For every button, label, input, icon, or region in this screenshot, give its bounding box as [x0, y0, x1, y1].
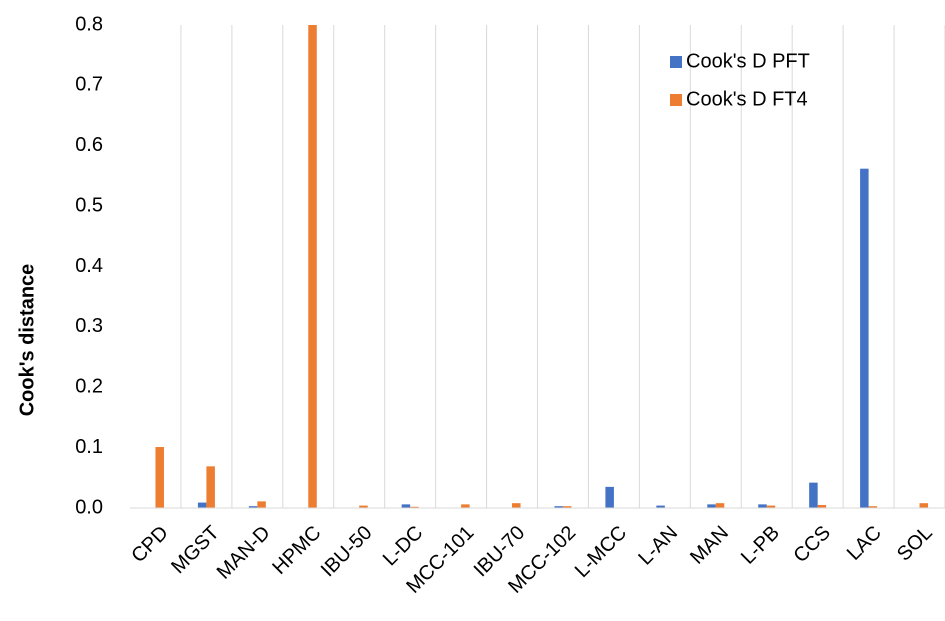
x-tick-label: L-MCC — [571, 522, 631, 582]
x-tick-label: L-AN — [634, 522, 682, 570]
bar — [512, 503, 521, 508]
bar — [868, 506, 878, 508]
bar — [257, 501, 266, 508]
x-tick-label: MAN-D — [213, 522, 275, 584]
x-tick-label: SOL — [893, 522, 937, 566]
bar — [401, 504, 411, 508]
bar — [758, 504, 767, 508]
bar — [197, 502, 207, 508]
bar — [248, 506, 258, 508]
legend-label: Cook's D PFT — [686, 50, 810, 72]
bar — [359, 505, 368, 508]
y-tick-label: 0.2 — [75, 376, 103, 398]
bar — [410, 506, 419, 508]
bar — [715, 503, 725, 508]
legend-swatch — [670, 56, 682, 68]
bar — [860, 168, 869, 508]
x-tick-label: LAC — [843, 522, 886, 565]
legend-swatch — [670, 94, 682, 106]
bar — [308, 25, 317, 508]
x-tick-label: L-PB — [737, 522, 784, 569]
y-tick-label: 0.4 — [75, 255, 103, 277]
bar — [554, 506, 563, 508]
x-tick-label: CCS — [790, 522, 835, 567]
bar — [155, 447, 164, 508]
x-tick-label: HPMC — [268, 522, 325, 579]
x-tick-label: CPD — [127, 522, 172, 567]
bar — [766, 505, 776, 508]
bar — [461, 504, 470, 508]
y-tick-label: 0.0 — [75, 496, 103, 518]
y-axis-label: Cook's distance — [16, 264, 38, 417]
y-tick-label: 0.5 — [75, 194, 103, 216]
y-tick-label: 0.7 — [75, 74, 103, 96]
bar — [562, 506, 572, 508]
x-tick-label: IBU-50 — [317, 522, 377, 582]
y-tick-label: 0.1 — [75, 436, 103, 458]
bar — [206, 466, 215, 508]
bar — [707, 504, 716, 508]
bars — [155, 25, 929, 508]
y-tick-label: 0.6 — [75, 134, 103, 156]
bar — [656, 505, 665, 508]
bar — [605, 486, 614, 508]
y-tick-label: 0.8 — [75, 13, 103, 35]
bar — [809, 482, 818, 508]
bar — [817, 504, 827, 508]
y-tick-label: 0.3 — [75, 315, 103, 337]
bar — [919, 503, 929, 508]
legend-label: Cook's D FT4 — [686, 88, 808, 110]
x-tick-label: MAN — [686, 522, 733, 569]
